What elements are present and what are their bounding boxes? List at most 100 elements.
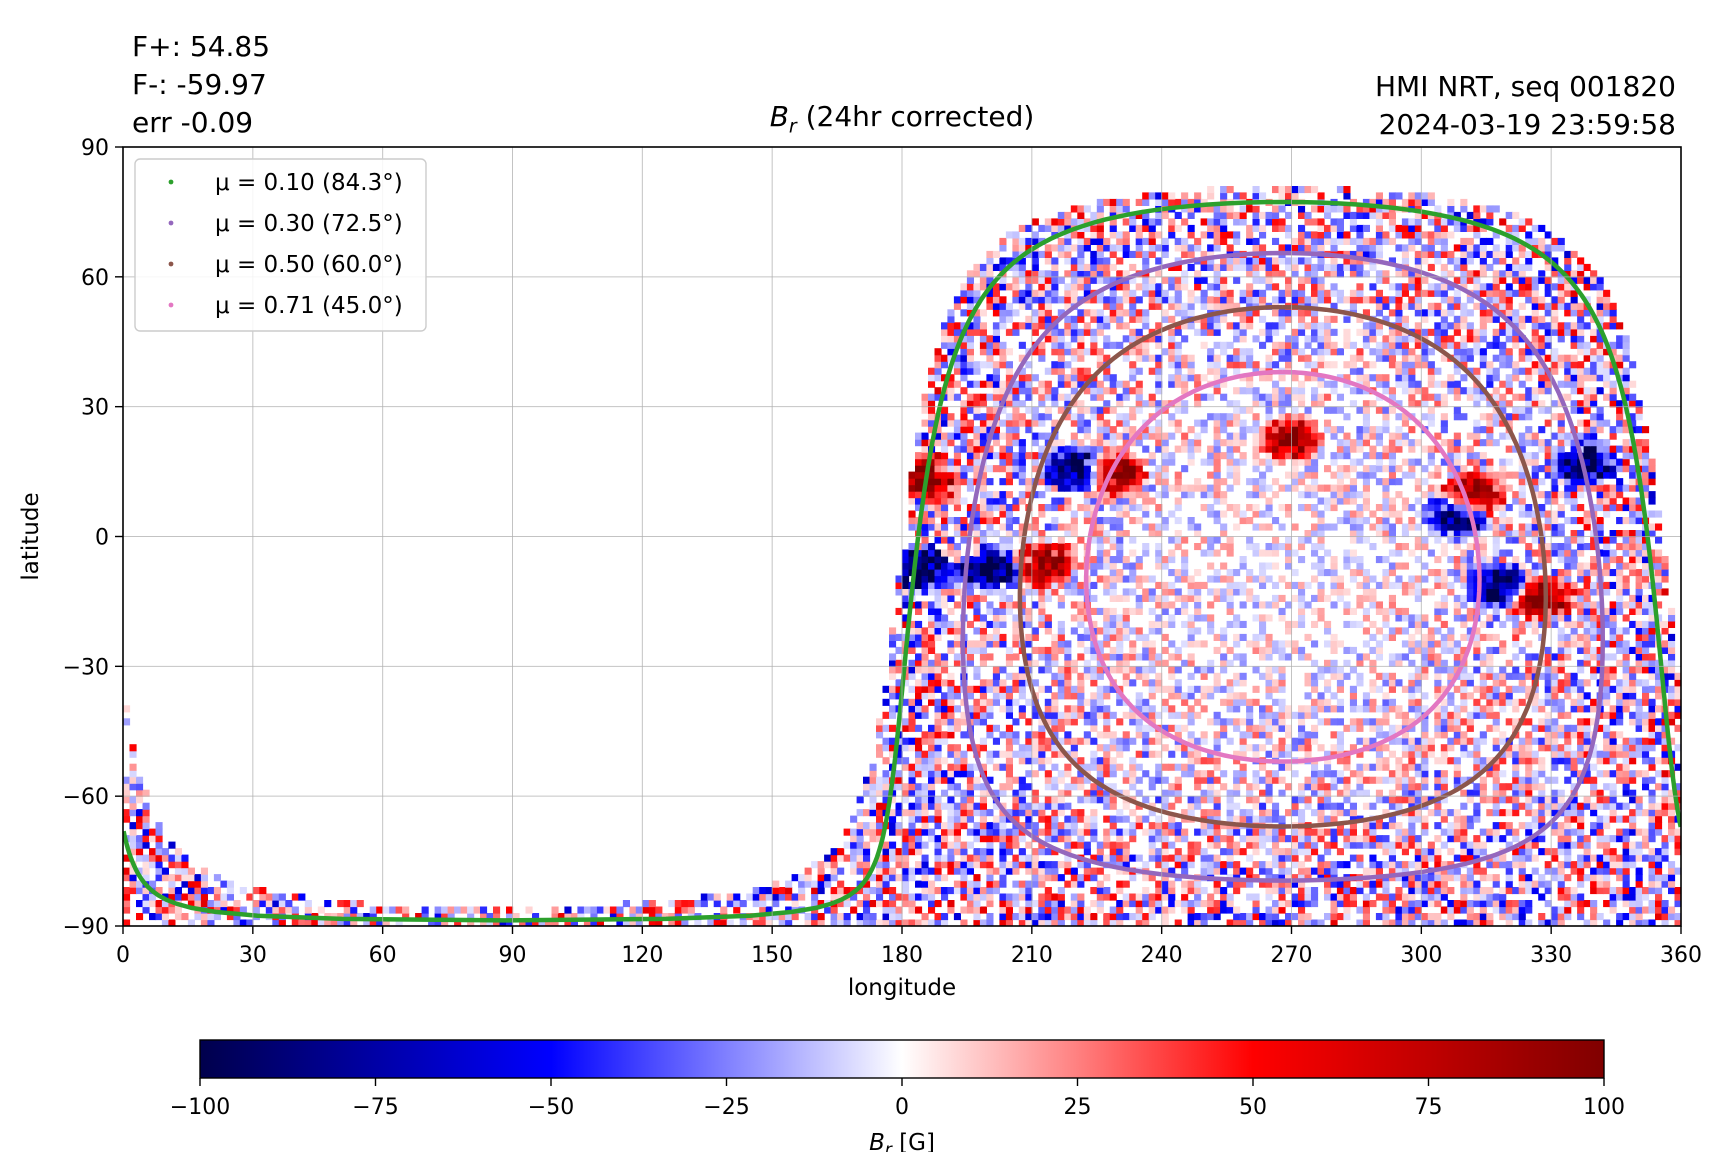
magnetogram-pixel	[1421, 770, 1429, 778]
magnetogram-pixel	[1499, 698, 1507, 706]
magnetogram-pixel	[1135, 705, 1143, 713]
magnetogram-pixel	[1129, 588, 1137, 596]
magnetogram-pixel	[1077, 698, 1085, 706]
magnetogram-pixel	[1525, 757, 1533, 765]
magnetogram-pixel	[1272, 887, 1280, 895]
magnetogram-pixel	[1564, 562, 1572, 570]
magnetogram-pixel	[1557, 835, 1565, 843]
magnetogram-pixel	[1142, 698, 1150, 706]
magnetogram-pixel	[1038, 685, 1046, 693]
magnetogram-pixel	[1590, 828, 1598, 836]
magnetogram-pixel	[895, 828, 903, 836]
magnetogram-pixel	[1038, 828, 1046, 836]
magnetogram-pixel	[973, 848, 981, 856]
magnetogram-pixel	[934, 737, 942, 745]
magnetogram-pixel	[1440, 893, 1448, 901]
magnetogram-pixel	[415, 913, 423, 921]
magnetogram-pixel	[1473, 809, 1481, 817]
magnetogram-pixel	[902, 841, 910, 849]
magnetogram-pixel	[953, 822, 961, 830]
magnetogram-pixel	[1005, 569, 1013, 577]
magnetogram-pixel	[1609, 711, 1617, 719]
magnetogram-pixel	[1531, 588, 1539, 596]
magnetogram-pixel	[1051, 835, 1059, 843]
magnetogram-pixel	[1291, 854, 1299, 862]
chart-title: Br (24hr corrected)	[123, 100, 1681, 138]
magnetogram-pixel	[174, 906, 182, 914]
magnetogram-pixel	[1109, 828, 1117, 836]
magnetogram-pixel	[1577, 685, 1585, 693]
magnetogram-pixel	[1304, 711, 1312, 719]
magnetogram-pixel	[1246, 640, 1254, 648]
magnetogram-pixel	[1492, 569, 1500, 577]
magnetogram-pixel	[869, 822, 877, 830]
magnetogram-pixel	[1408, 737, 1416, 745]
magnetogram-pixel	[1629, 841, 1637, 849]
magnetogram-pixel	[1343, 861, 1351, 869]
magnetogram-pixel	[674, 900, 682, 908]
magnetogram-pixel	[1298, 913, 1306, 921]
magnetogram-pixel	[707, 919, 715, 926]
magnetogram-pixel	[1272, 802, 1280, 810]
magnetogram-pixel	[1616, 867, 1624, 875]
magnetogram-pixel	[1661, 796, 1669, 804]
magnetogram-pixel	[1330, 893, 1338, 901]
magnetogram-pixel	[1272, 750, 1280, 758]
magnetogram-pixel	[1304, 854, 1312, 862]
magnetogram-pixel	[1311, 867, 1319, 875]
magnetogram-pixel	[1142, 815, 1150, 823]
magnetogram-pixel	[1622, 763, 1630, 771]
magnetogram-pixel	[1512, 906, 1520, 914]
magnetogram-pixel	[1155, 828, 1163, 836]
magnetogram-pixel	[1233, 724, 1241, 732]
magnetogram-pixel	[1181, 640, 1189, 648]
magnetogram-pixel	[1239, 880, 1247, 888]
magnetogram-pixel	[1129, 822, 1137, 830]
magnetogram-pixel	[1551, 607, 1559, 615]
magnetogram-pixel	[1051, 679, 1059, 687]
magnetogram-pixel	[902, 757, 910, 765]
magnetogram-pixel	[1135, 913, 1143, 921]
magnetogram-pixel	[817, 900, 825, 908]
magnetogram-pixel	[1408, 763, 1416, 771]
magnetogram-pixel	[1440, 841, 1448, 849]
magnetogram-pixel	[1304, 874, 1312, 882]
magnetogram-pixel	[1622, 913, 1630, 921]
magnetogram-pixel	[953, 685, 961, 693]
magnetogram-pixel	[1285, 913, 1293, 921]
magnetogram-pixel	[1233, 887, 1241, 895]
magnetogram-pixel	[960, 880, 968, 888]
magnetogram-pixel	[1414, 705, 1422, 713]
magnetogram-pixel	[1174, 679, 1182, 687]
magnetogram-pixel	[1336, 698, 1344, 706]
magnetogram-pixel	[1174, 666, 1182, 674]
magnetogram-pixel	[1096, 841, 1104, 849]
magnetogram-pixel	[1616, 763, 1624, 771]
magnetogram-pixel	[999, 828, 1007, 836]
magnetogram-pixel	[1025, 880, 1033, 888]
magnetogram-pixel	[1226, 809, 1234, 817]
magnetogram-pixel	[233, 913, 241, 921]
magnetogram-pixel	[1148, 705, 1156, 713]
magnetogram-pixel	[1311, 789, 1319, 797]
magnetogram-pixel	[1466, 692, 1474, 700]
magnetogram-pixel	[817, 887, 825, 895]
magnetogram-pixel	[1187, 620, 1195, 628]
magnetogram-pixel	[1064, 659, 1072, 667]
magnetogram-pixel	[908, 906, 916, 914]
magnetogram-pixel	[908, 659, 916, 667]
magnetogram-pixel	[817, 867, 825, 875]
magnetogram-pixel	[785, 919, 793, 926]
magnetogram-pixel	[1564, 640, 1572, 648]
magnetogram-pixel	[1538, 744, 1546, 752]
magnetogram-pixel	[1090, 828, 1098, 836]
magnetogram-pixel	[720, 919, 728, 926]
magnetogram-pixel	[772, 900, 780, 908]
magnetogram-pixel	[1616, 633, 1624, 641]
magnetogram-pixel	[1661, 750, 1669, 758]
magnetogram-pixel	[966, 906, 974, 914]
magnetogram-pixel	[1135, 724, 1143, 732]
magnetogram-pixel	[1382, 633, 1390, 641]
magnetogram-pixel	[1265, 646, 1273, 654]
magnetogram-pixel	[1564, 744, 1572, 752]
